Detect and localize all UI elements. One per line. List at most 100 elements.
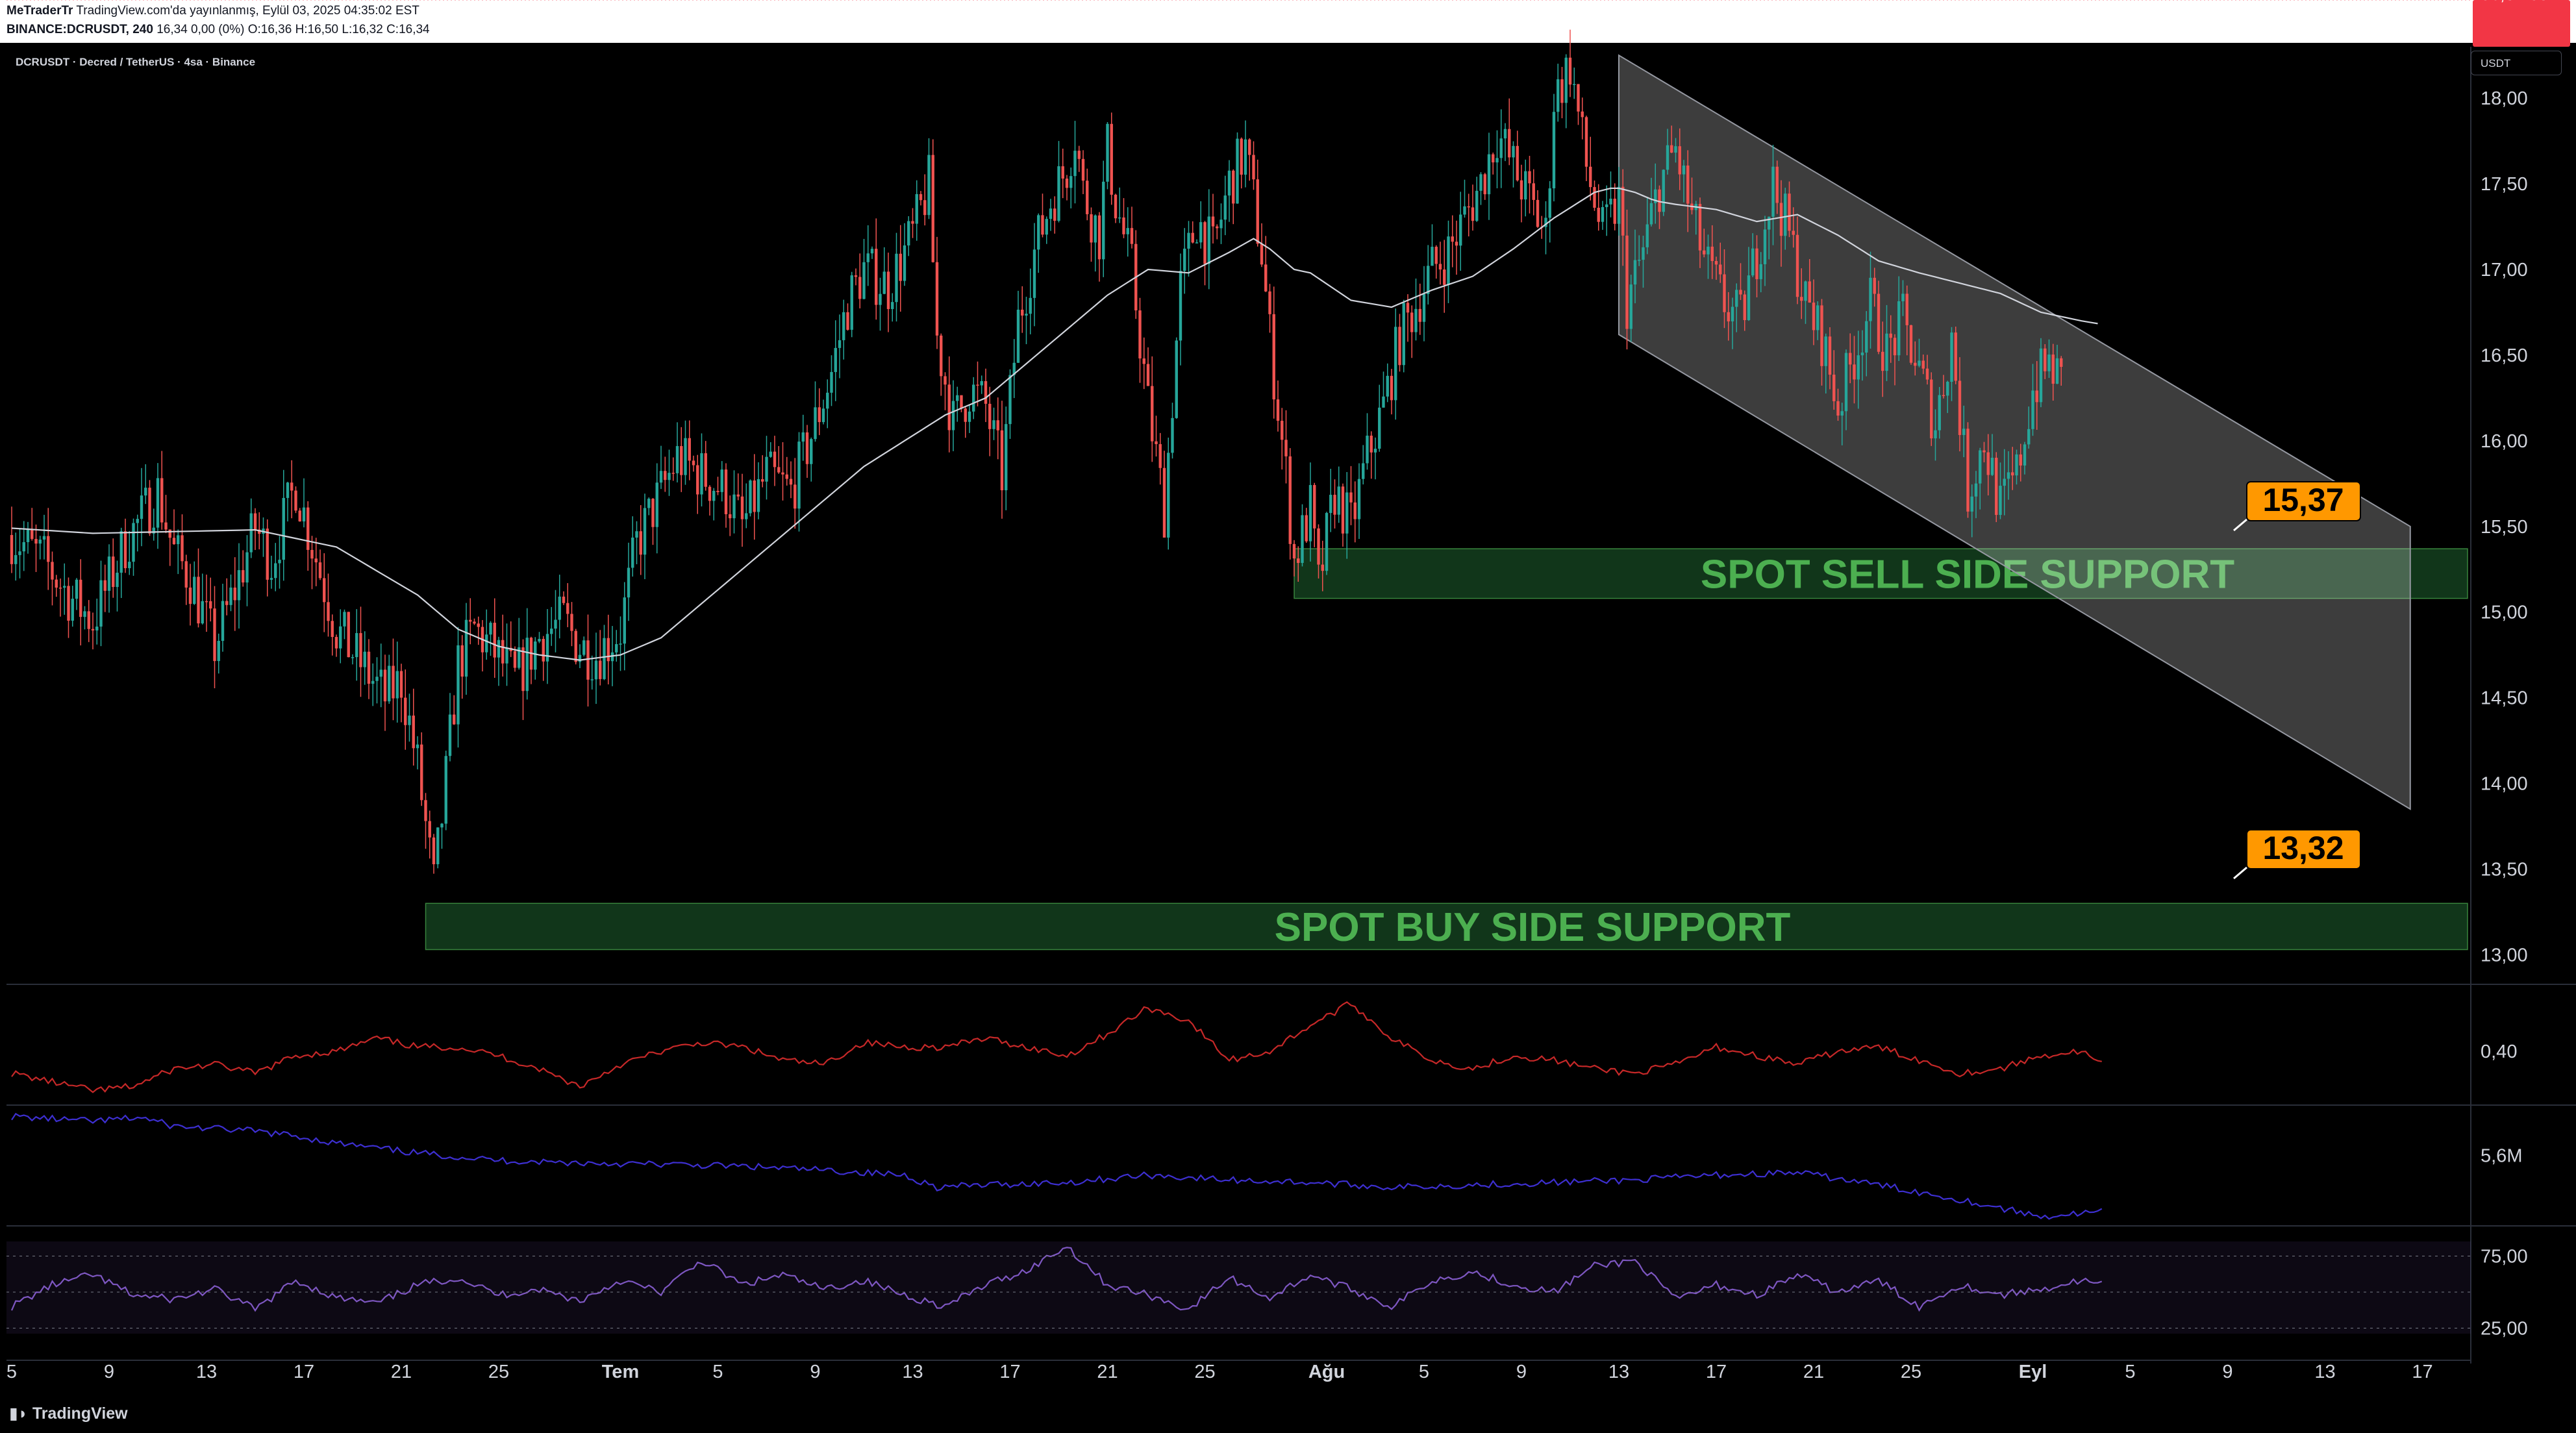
candle-body bbox=[1025, 314, 1028, 316]
candle-body bbox=[996, 420, 999, 430]
candle-body bbox=[331, 621, 334, 638]
candle-body bbox=[647, 499, 651, 508]
candle-body bbox=[428, 821, 431, 838]
candle-body bbox=[842, 312, 845, 340]
level-tag-pointer-1 bbox=[2233, 866, 2247, 880]
candle-body bbox=[1674, 146, 1677, 153]
time-tick-label: 9 bbox=[1516, 1362, 1527, 1382]
candle-body bbox=[1552, 112, 1556, 189]
candle-body bbox=[2047, 355, 2051, 371]
candle-body bbox=[1759, 264, 1762, 279]
candle-body bbox=[444, 756, 447, 824]
candle-body bbox=[708, 486, 712, 501]
candle-body bbox=[318, 562, 322, 579]
candle-body bbox=[395, 671, 399, 699]
candle-body bbox=[639, 531, 642, 555]
candle-body bbox=[128, 562, 131, 569]
candle-body bbox=[1171, 417, 1174, 453]
candle-body bbox=[221, 601, 225, 642]
candle-body bbox=[1914, 362, 1917, 366]
candle-body bbox=[1329, 495, 1332, 514]
candle-body bbox=[209, 601, 212, 609]
candle-body bbox=[1431, 247, 1434, 266]
candle-body bbox=[51, 562, 54, 580]
candle-body bbox=[675, 446, 679, 473]
ma-line bbox=[11, 187, 2098, 661]
candle-body bbox=[814, 407, 817, 440]
candle-body bbox=[944, 376, 947, 385]
ohlc-values: 16,34 0,00 (0%) O:16,36 H:16,50 L:16,32 … bbox=[156, 23, 430, 36]
candle-body bbox=[1820, 305, 1823, 366]
candle-body bbox=[2035, 390, 2038, 403]
candle-body bbox=[1654, 189, 1657, 203]
candle-body bbox=[310, 549, 314, 559]
current-price-tag bbox=[2473, 0, 2570, 47]
time-tick-label: 17 bbox=[999, 1362, 1020, 1382]
candle-body bbox=[1853, 364, 1856, 380]
candle-body bbox=[1893, 338, 1897, 356]
candle-body bbox=[1483, 174, 1486, 195]
support-zone-label-0: SPOT SELL SIDE SUPPORT bbox=[1701, 552, 2234, 597]
candle-body bbox=[1849, 353, 1852, 365]
candle-body bbox=[1918, 360, 1921, 366]
candle-body bbox=[132, 523, 135, 562]
candle-body bbox=[1179, 271, 1182, 341]
candle-body bbox=[1236, 138, 1239, 204]
candle-body bbox=[1516, 145, 1519, 181]
candle-body bbox=[1151, 386, 1154, 442]
candle-body bbox=[453, 714, 456, 725]
candle-body bbox=[416, 744, 419, 749]
candle-body bbox=[1475, 190, 1479, 221]
candle-body bbox=[1065, 179, 1069, 188]
candle-body bbox=[729, 514, 732, 519]
candle-body bbox=[606, 638, 610, 662]
candle-body bbox=[26, 529, 30, 542]
time-tick-label: 25 bbox=[488, 1362, 509, 1382]
candle-body bbox=[302, 507, 306, 522]
candle-body bbox=[773, 451, 777, 467]
candle-body bbox=[972, 384, 975, 412]
candle-body bbox=[688, 438, 691, 461]
candle-body bbox=[931, 155, 934, 262]
candle-body bbox=[266, 529, 269, 580]
candle-body bbox=[1524, 171, 1527, 200]
candle-body bbox=[1158, 444, 1162, 468]
candle-body bbox=[1788, 193, 1791, 231]
candle-body bbox=[201, 601, 204, 624]
candle-body bbox=[1560, 79, 1564, 103]
candle-body bbox=[1824, 336, 1827, 366]
candle-body bbox=[286, 482, 290, 498]
candle-body bbox=[95, 626, 99, 630]
candle-body bbox=[1808, 281, 1811, 303]
candle-body bbox=[1557, 79, 1560, 112]
candle-body bbox=[1321, 564, 1324, 571]
publisher-name[interactable]: MeTraderTr bbox=[6, 4, 73, 18]
candle-body bbox=[1832, 375, 1836, 401]
candle-body bbox=[14, 555, 18, 564]
time-tick-label: 9 bbox=[2222, 1362, 2232, 1382]
candle-body bbox=[399, 671, 403, 698]
candle-body bbox=[785, 474, 788, 479]
candle-body bbox=[1451, 236, 1454, 242]
candle-body bbox=[907, 221, 910, 246]
candle-body bbox=[1508, 129, 1511, 158]
candle-body bbox=[440, 823, 444, 828]
candle-body bbox=[1816, 305, 1819, 330]
currency-selector[interactable]: USDT bbox=[2471, 51, 2562, 75]
candle-body bbox=[736, 494, 740, 497]
support-zone-0 bbox=[1294, 548, 2468, 599]
candle-body bbox=[2011, 472, 2014, 476]
candle-body bbox=[213, 608, 216, 662]
candle-body bbox=[1714, 260, 1718, 265]
time-tick-label: Eyl bbox=[2019, 1362, 2047, 1382]
candle-body bbox=[1934, 430, 1937, 439]
candle-body bbox=[1629, 284, 1632, 329]
chart-frame[interactable] bbox=[6, 47, 2570, 1394]
candle-body bbox=[1727, 312, 1730, 321]
publish-header: MeTraderTr TradingView.com'da yayınlanmı… bbox=[0, 0, 2576, 43]
candle-body bbox=[1305, 515, 1308, 542]
candle-body bbox=[99, 580, 103, 627]
candle-body bbox=[1638, 260, 1641, 261]
candle-body bbox=[1029, 297, 1032, 314]
